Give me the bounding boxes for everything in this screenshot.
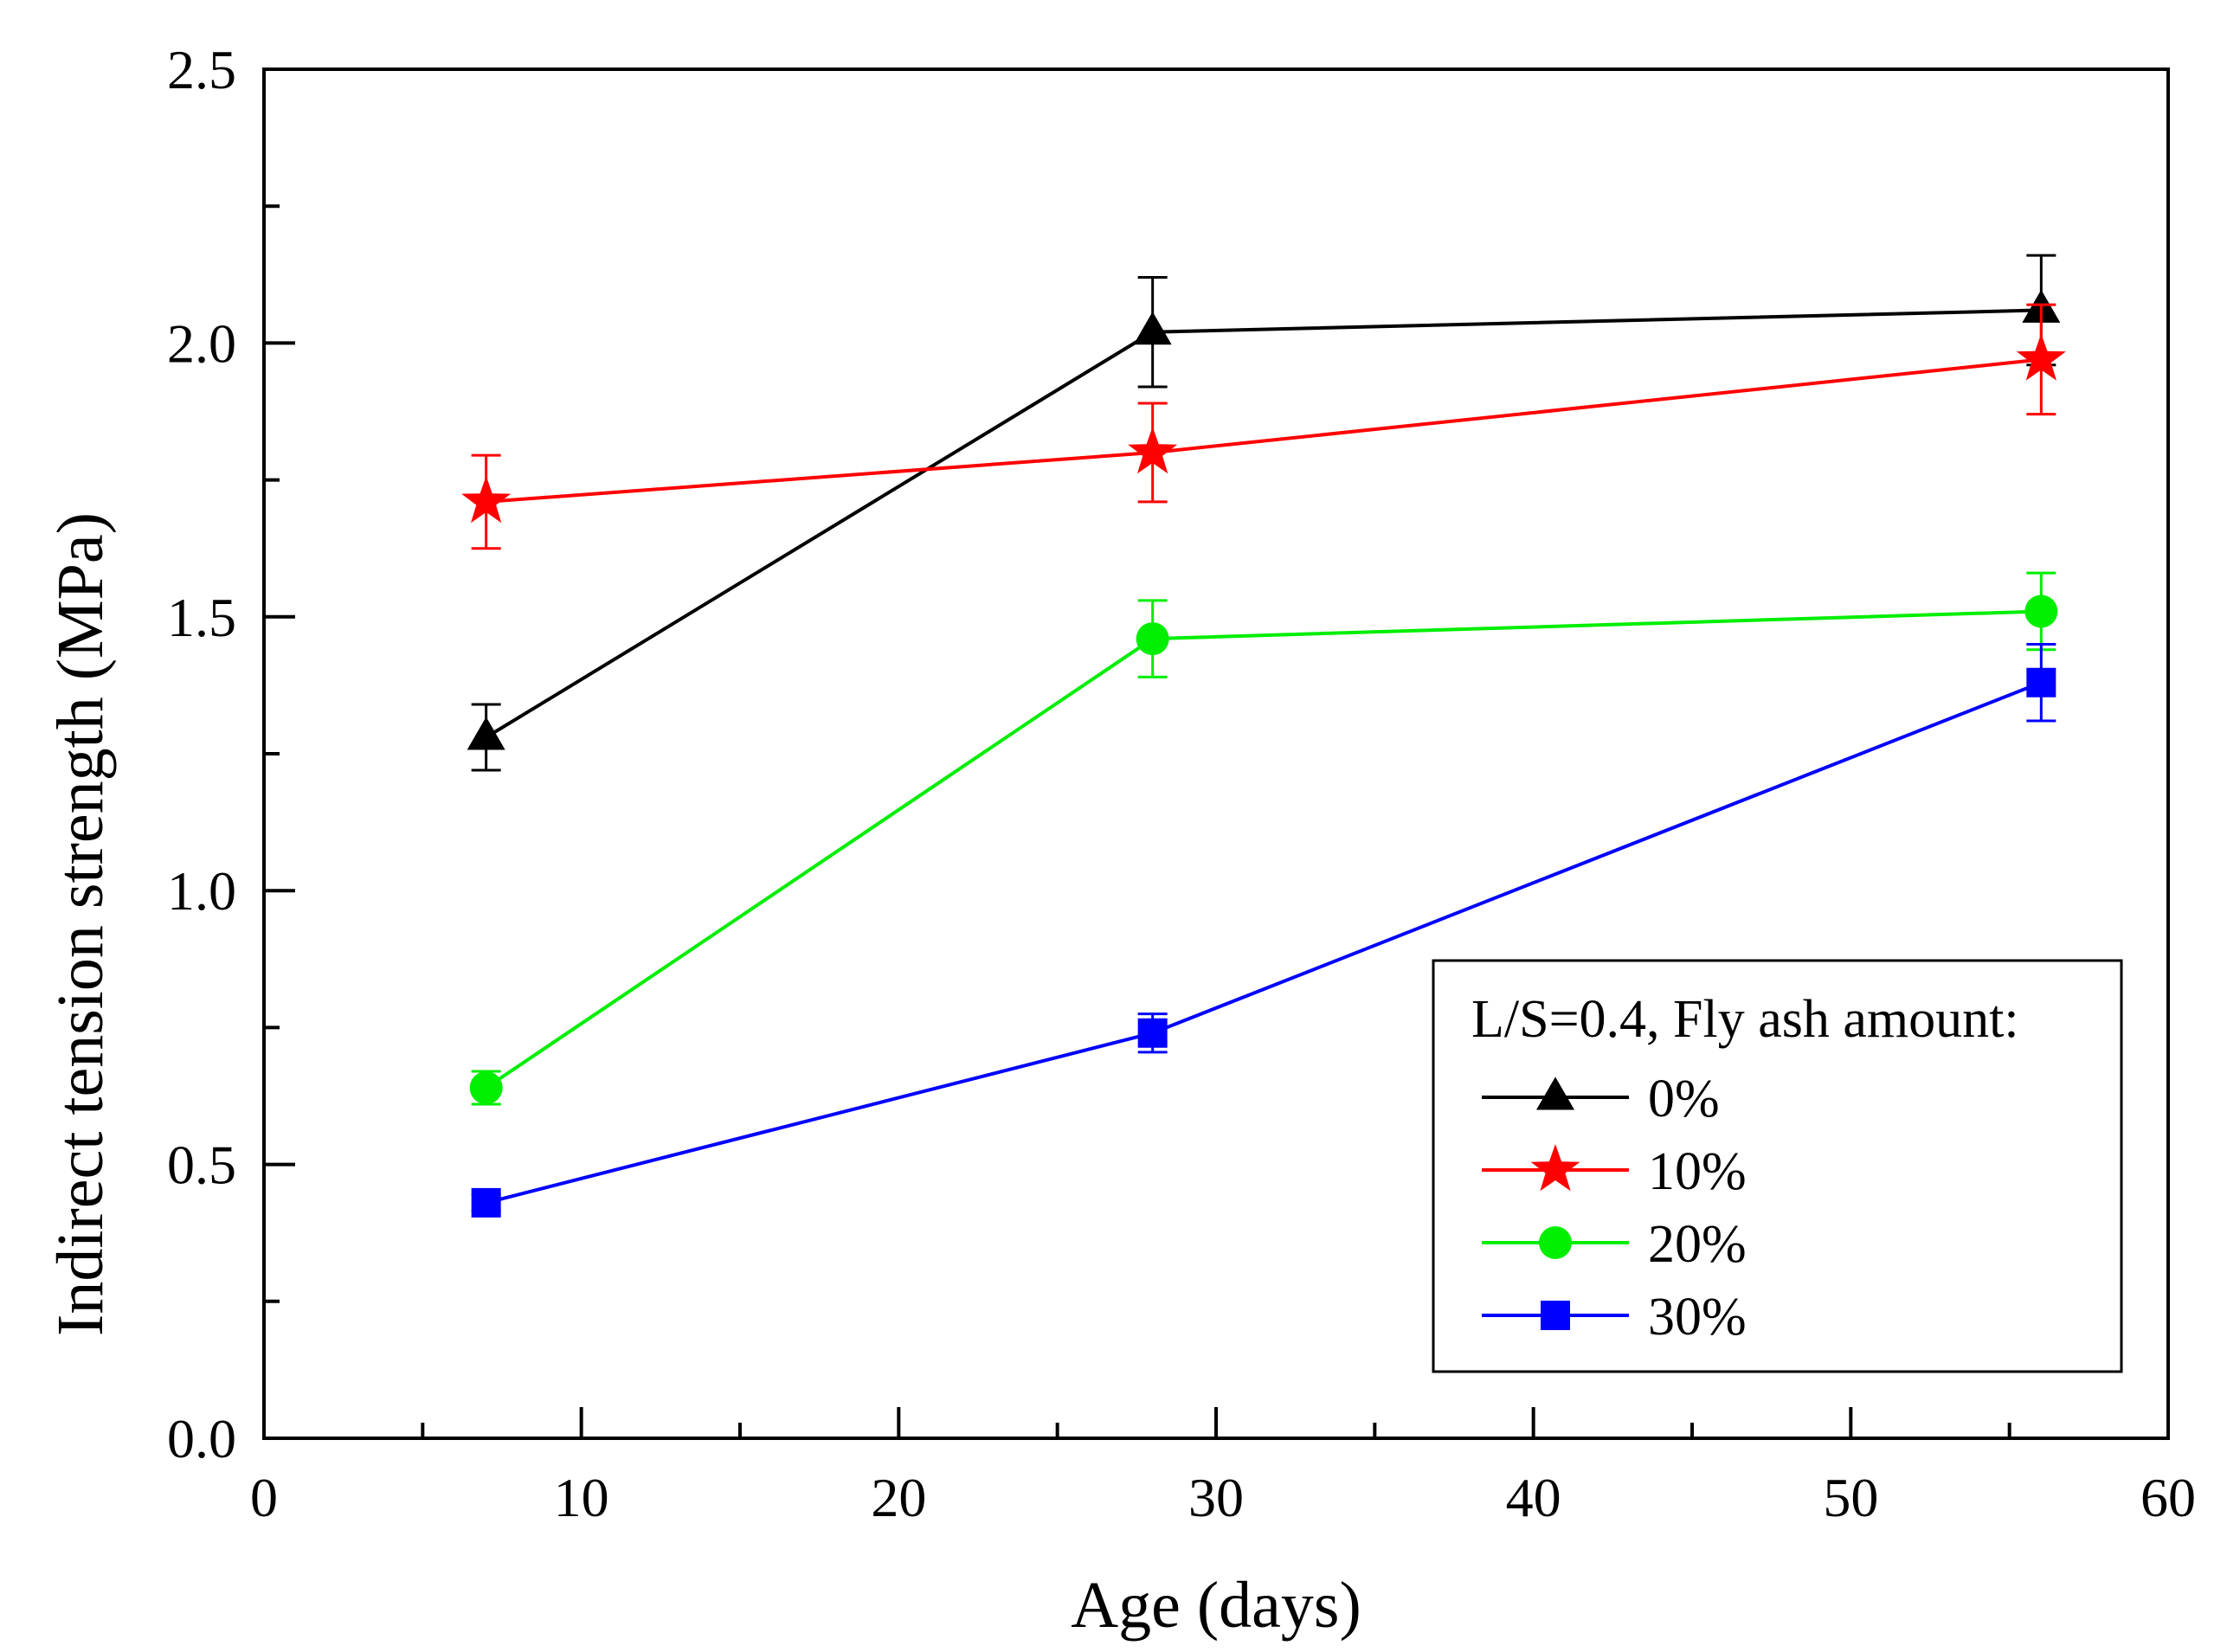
x-axis-title: Age (days) — [1071, 1569, 1361, 1642]
legend-marker — [1539, 1226, 1572, 1259]
legend-marker — [1536, 1077, 1574, 1110]
y-tick-label: 2.5 — [167, 39, 236, 100]
data-point — [2026, 667, 2056, 697]
legend-title: L/S=0.4, Fly ash amount: — [1471, 990, 2019, 1049]
data-point — [1137, 1018, 1168, 1048]
x-tick-label: 20 — [871, 1467, 926, 1528]
x-tick-label: 0 — [250, 1467, 278, 1528]
legend-label: 0% — [1648, 1070, 1720, 1128]
legend-group: L/S=0.4, Fly ash amount: 0% 10% 20% 30% — [1432, 959, 2123, 1373]
data-point — [461, 475, 512, 524]
y-tick-label: 0.0 — [167, 1408, 236, 1469]
y-tick-label: 0.5 — [167, 1135, 236, 1196]
data-point — [1128, 427, 1178, 474]
data-point — [1136, 622, 1169, 656]
series-line — [486, 357, 2042, 504]
series-0pct — [467, 254, 2061, 772]
data-point — [2024, 595, 2058, 628]
legend-marker — [1541, 1301, 1570, 1330]
data-point — [1133, 312, 1172, 345]
legend-marker — [1530, 1144, 1580, 1192]
x-tick-label: 30 — [1188, 1467, 1244, 1528]
x-tick-label: 50 — [1823, 1467, 1878, 1528]
y-tick-label: 2.0 — [167, 312, 236, 374]
series-20pct — [469, 571, 2058, 1106]
series-30pct — [471, 642, 2056, 1218]
data-point — [2016, 333, 2066, 381]
series-group — [461, 254, 2066, 1218]
y-axis-title: Indirect tension strength (MPa) — [44, 512, 117, 1336]
x-tick-label: 10 — [554, 1467, 609, 1528]
series-line — [485, 308, 2042, 739]
y-tick-label: 1.5 — [167, 587, 236, 648]
data-point — [469, 1071, 503, 1105]
axes-group: 0 10 20 30 40 50 60 0.0 0.5 1.0 1.5 2.0 2.5 — [167, 39, 2196, 1528]
y-tick-label: 1.0 — [167, 860, 236, 922]
data-point — [471, 1187, 501, 1218]
x-tick-label: 60 — [2140, 1467, 2196, 1528]
legend-label: 10% — [1648, 1142, 1747, 1201]
data-point — [467, 717, 505, 750]
series-10pct — [461, 303, 2066, 550]
x-tick-label: 40 — [1506, 1467, 1561, 1528]
legend-label: 30% — [1648, 1288, 1747, 1347]
legend-label: 20% — [1648, 1215, 1747, 1274]
